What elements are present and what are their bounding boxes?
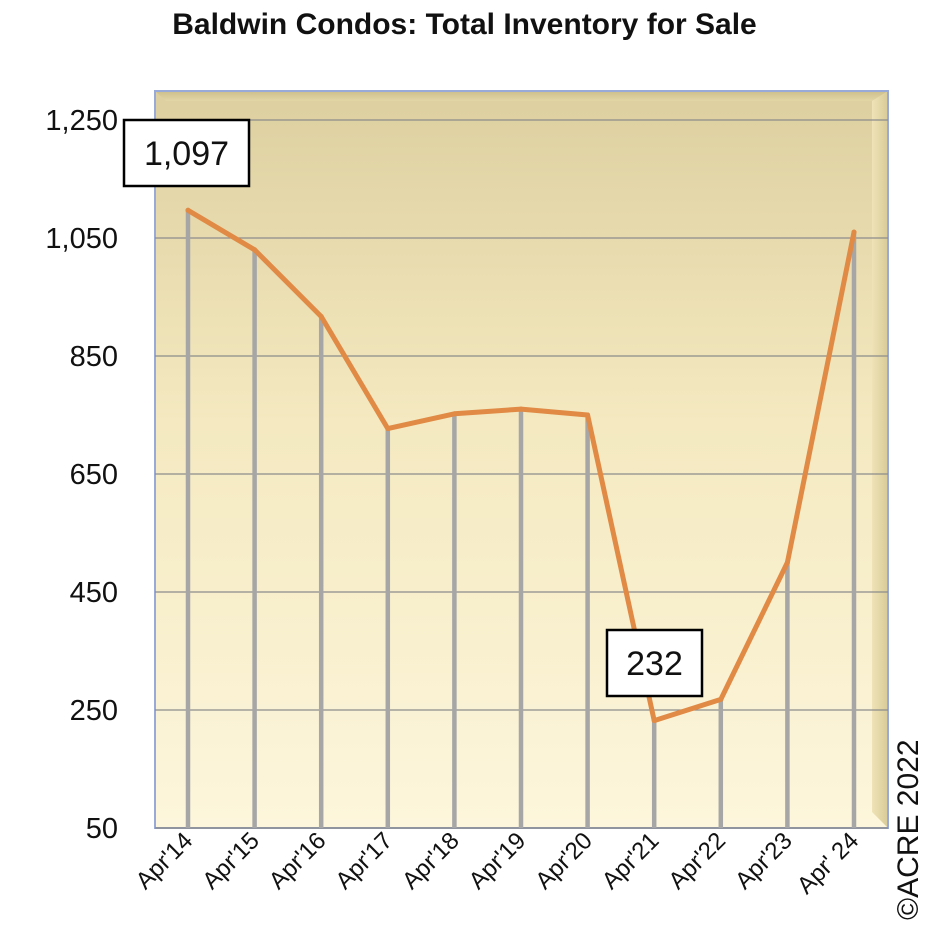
x-tick-label: Apr'23	[730, 827, 798, 895]
plot-right-bevel	[872, 91, 888, 828]
x-tick-label: Apr'19	[464, 827, 532, 895]
data-point	[318, 313, 324, 319]
data-point	[385, 426, 391, 432]
x-tick-label: Apr'16	[264, 827, 332, 895]
data-point	[651, 718, 657, 724]
x-tick-label: Apr'15	[197, 827, 265, 895]
x-tick-label: Apr'17	[330, 827, 398, 895]
x-tick-label: Apr'14	[131, 827, 199, 895]
y-tick-label: 850	[70, 341, 118, 373]
chart-title: Baldwin Condos: Total Inventory for Sale	[172, 8, 757, 41]
copyright-text: ©ACRE 2022	[892, 739, 925, 920]
y-axis-ticks: 50 250 450 650 850 1,050 1,250	[45, 105, 118, 845]
y-tick-label: 250	[70, 695, 118, 727]
drop-lines	[185, 210, 857, 828]
data-point	[252, 247, 258, 253]
data-label: 1,097	[144, 135, 229, 173]
x-axis-ticks: Apr'14Apr'15Apr'16Apr'17Apr'18Apr'19Apr'…	[131, 827, 865, 899]
plot-top-bevel	[155, 91, 888, 101]
x-tick-label: Apr'22	[663, 827, 731, 895]
data-point	[784, 560, 790, 565]
y-tick-label: 1,250	[45, 105, 118, 137]
x-tick-label: Apr'20	[530, 827, 598, 895]
y-tick-label: 650	[70, 459, 118, 491]
x-tick-label: Apr'21	[597, 827, 665, 895]
data-point	[185, 207, 191, 213]
data-point	[451, 411, 457, 417]
data-point	[585, 412, 591, 418]
x-tick-label: Apr'18	[397, 827, 465, 895]
data-point	[851, 229, 857, 235]
y-tick-label: 450	[70, 577, 118, 609]
y-tick-label: 1,050	[45, 223, 118, 255]
data-point	[718, 696, 724, 702]
annotations: 1,097 232	[122, 118, 704, 698]
data-point	[518, 406, 524, 412]
x-tick-label: Apr' 24	[792, 827, 864, 899]
y-tick-label: 50	[86, 813, 118, 845]
data-label-box	[122, 118, 251, 188]
data-label: 232	[626, 645, 683, 683]
data-label-box	[605, 628, 704, 698]
series-line-group	[185, 207, 857, 724]
